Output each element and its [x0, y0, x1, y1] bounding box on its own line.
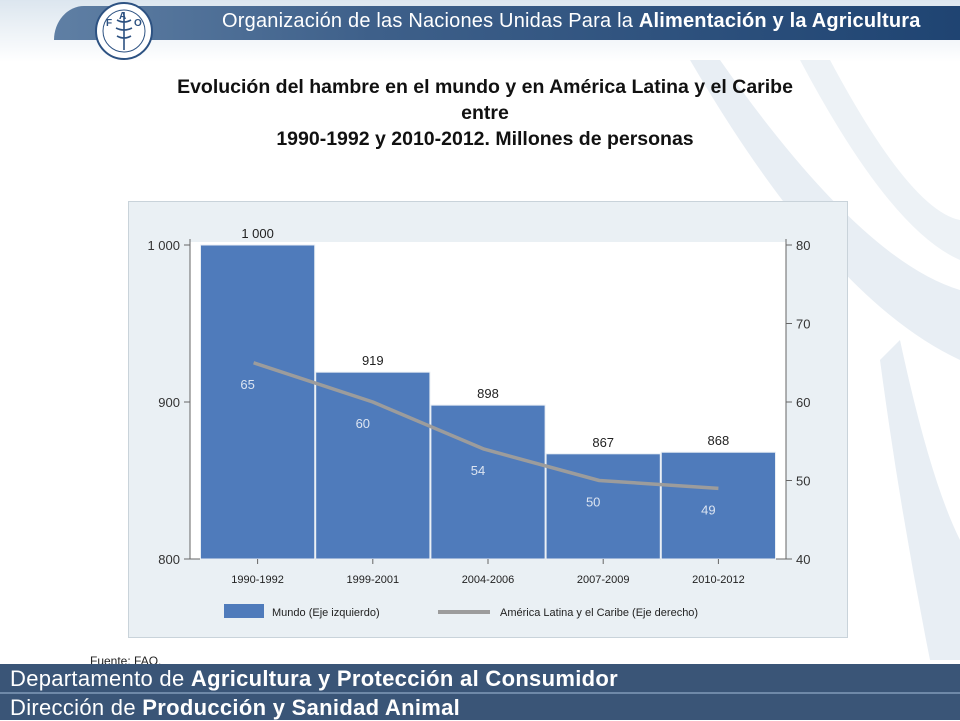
- organization-name-bold: Alimentación y la Agricultura: [638, 10, 921, 32]
- line-value-label: 49: [701, 502, 715, 517]
- svg-text:O: O: [134, 18, 142, 29]
- footer-department-bold: Agricultura y Protección al Consumidor: [190, 666, 618, 691]
- footer-division-prefix: Dirección de: [10, 695, 143, 720]
- footer-department: Departamento de Agricultura y Protección…: [10, 666, 618, 692]
- left-tick-label: 900: [158, 395, 180, 410]
- legend-label-bars: Mundo (Eje izquierdo): [272, 607, 380, 619]
- chart-title-line-1: Evolución del hambre en el mundo y en Am…: [177, 76, 793, 98]
- svg-text:A: A: [119, 11, 126, 22]
- bar-value-label: 868: [708, 433, 730, 448]
- svg-text:F: F: [106, 18, 112, 29]
- fao-logo: F A O: [95, 2, 153, 60]
- bar-value-label: 867: [592, 435, 614, 450]
- x-tick-label: 2007-2009: [577, 574, 630, 586]
- footer-bar: Departamento de Agricultura y Protección…: [0, 664, 960, 720]
- left-tick-label: 1 000: [147, 238, 180, 253]
- x-tick-label: 2004-2006: [462, 574, 515, 586]
- line-value-label: 54: [471, 463, 485, 478]
- footer-division-bold: Producción y Sanidad Animal: [142, 695, 461, 720]
- chart-title: Evolución del hambre en el mundo y en Am…: [90, 74, 880, 152]
- header-band: [54, 6, 960, 40]
- header-bar: F A O Organización de las Naciones Unida…: [0, 0, 960, 62]
- chart-title-line-2: entre: [461, 102, 509, 124]
- line-value-label: 60: [356, 416, 370, 431]
- bar: [660, 451, 776, 560]
- footer-department-prefix: Departamento de: [10, 666, 191, 691]
- x-tick-label: 1990-1992: [231, 574, 284, 586]
- left-tick-label: 800: [158, 552, 180, 567]
- footer-divider: [0, 692, 960, 694]
- bar-value-label: 1 000: [241, 226, 274, 241]
- legend-swatch-bars: [224, 604, 264, 618]
- bar-value-label: 919: [362, 353, 384, 368]
- legend-label-line: América Latina y el Caribe (Eje derecho): [500, 607, 698, 619]
- right-tick-label: 60: [796, 395, 810, 410]
- organization-name-prefix: Organización de las Naciones Unidas Para…: [222, 10, 639, 32]
- line-value-label: 65: [240, 377, 254, 392]
- right-tick-label: 70: [796, 317, 810, 332]
- right-tick-label: 80: [796, 238, 810, 253]
- chart-title-line-3: 1990-1992 y 2010-2012. Millones de perso…: [276, 128, 694, 150]
- footer-division: Dirección de Producción y Sanidad Animal: [10, 695, 460, 721]
- right-tick-label: 50: [796, 474, 810, 489]
- x-tick-label: 1999-2001: [346, 574, 399, 586]
- bar: [430, 404, 546, 560]
- right-tick-label: 40: [796, 552, 810, 567]
- bar-value-label: 898: [477, 386, 499, 401]
- organization-name: Organización de las Naciones Unidas Para…: [222, 10, 921, 33]
- chart: 800 900 1 000 40 50 60 70 80 1 000 1990-1992 919 19…: [147, 226, 810, 619]
- line-value-label: 50: [586, 495, 600, 510]
- bar: [200, 244, 316, 560]
- x-tick-label: 2010-2012: [692, 574, 745, 586]
- line-series: [253, 361, 719, 491]
